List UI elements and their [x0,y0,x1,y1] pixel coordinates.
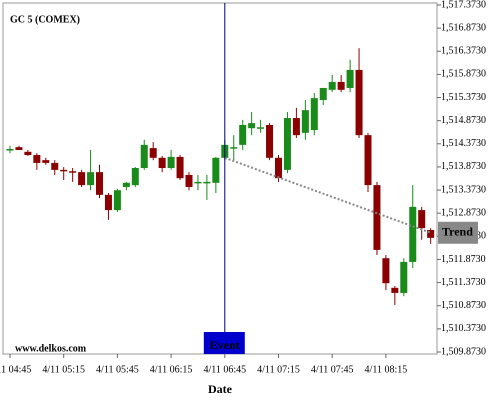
candle-body [248,123,256,129]
candle-body [275,157,282,179]
candle-body [409,206,417,262]
y-tick-label: 1,517.3730 [441,0,486,10]
candle-body [122,182,130,187]
x-tick-label: 4/11 07:15 [257,364,300,375]
candle-body [131,167,139,186]
candle-body [149,148,157,158]
candle-body [194,181,202,184]
candle-body [230,147,238,149]
candle-body [42,160,50,163]
candle-body [283,118,291,170]
candle-body [69,171,77,173]
candle-body [212,157,220,183]
candle-body [158,157,166,168]
candle-body [140,144,148,168]
candle-body [319,87,327,100]
plot-frame [2,2,438,355]
candle-body [373,185,381,250]
trend-label-box [438,221,478,244]
candle-body [364,135,372,186]
x-tick-label: 4/11 06:45 [203,364,246,375]
candle-body [355,69,363,136]
candle-body [337,81,345,90]
candle-body [266,124,274,158]
y-tick-label: 1,514.3730 [441,138,486,149]
candle-body [176,156,184,179]
candle-body [292,118,300,136]
candle-body [203,181,211,184]
x-axis-label: Date [208,382,233,396]
candle-body [6,149,14,151]
candle-body [400,261,408,293]
candle-body [418,210,426,229]
candle-body [113,190,121,211]
candle-body [346,69,354,88]
candle-body [33,155,41,163]
candle-body [382,258,390,284]
y-tick-label: 1,510.8730 [441,300,486,311]
candle-body [239,124,247,145]
y-tick-label: 1,511.3730 [441,277,486,288]
y-tick-label: 1,514.8730 [441,115,486,126]
x-tick-label: 4/11 05:15 [42,364,85,375]
trend-line [224,156,431,234]
candle-body [328,81,336,90]
x-tick-label: 4/11 07:45 [311,364,354,375]
y-tick-label: 1,510.3730 [441,323,486,334]
y-tick-label: 1,513.3730 [441,184,486,195]
candle-body [24,151,32,156]
y-tick-label: 1,513.8730 [441,161,486,172]
y-tick-label: 1,515.8730 [441,69,486,80]
trend-label: Trend [442,225,473,239]
x-tick-label: 4/11 05:45 [96,364,139,375]
chart-title: GC 5 (COMEX) [10,14,80,25]
event-label: Event [210,338,240,352]
y-tick-label: 1,509.8730 [441,346,486,357]
y-tick-label: 1,516.8730 [441,22,486,33]
event-label-box [203,332,245,354]
candle-body [167,156,175,168]
candle-body [96,172,103,195]
candle-body [301,110,309,133]
candle-body [391,287,399,293]
x-tick-label: 4/11 06:15 [150,364,193,375]
candle-body [15,147,23,150]
candle-body [51,162,59,170]
x-tick-label: 4/11 04:45 [0,364,31,375]
candle-body [427,229,435,238]
candle-body [104,194,112,211]
candle-body [185,174,193,187]
candle-body [87,172,95,186]
candle-body [78,172,86,186]
candle-body [310,98,318,131]
candle-body [60,169,68,172]
y-tick-label: 1,511.8730 [441,254,486,265]
y-tick-label: 1,515.3730 [441,92,486,103]
y-tick-label: 1,512.8730 [441,207,486,218]
x-tick-label: 4/11 08:15 [365,364,408,375]
y-tick-label: 1,516.3730 [441,46,486,57]
watermark: www.delkos.com [15,343,87,354]
candle-body [257,127,265,129]
